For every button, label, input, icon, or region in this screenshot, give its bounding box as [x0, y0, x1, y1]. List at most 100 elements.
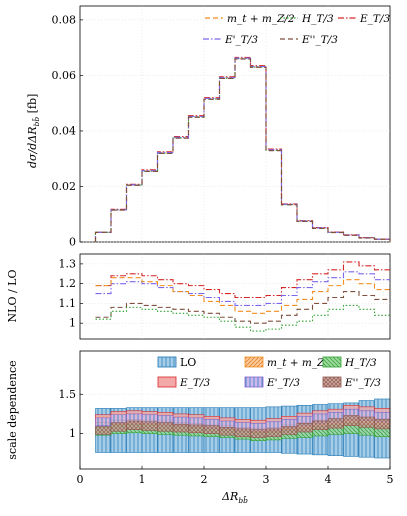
band-hatch — [281, 426, 297, 435]
legend-swatch-hatch — [245, 357, 263, 367]
series-line — [94, 58, 391, 242]
panel-scale-ylabel: scale dependence — [6, 360, 19, 459]
series-line — [94, 56, 391, 242]
band-hatch — [95, 417, 111, 426]
legend-swatch — [157, 376, 177, 388]
band-hatch — [111, 422, 127, 432]
band-hatch — [95, 426, 111, 435]
band-hatch — [374, 412, 390, 422]
band-hatch — [374, 419, 390, 429]
x-tick-label: 5 — [387, 473, 394, 486]
panel-scale-xticks: 0 1 2 3 4 5 — [77, 466, 394, 486]
band-hatch — [312, 426, 328, 436]
band-hatch — [126, 413, 142, 423]
band-hatch — [235, 422, 251, 431]
y-tick-label: 0.08 — [52, 13, 77, 26]
legend-label: E'_T/3 — [224, 34, 258, 46]
band-hatch — [343, 415, 359, 426]
y-tick-label: 1 — [69, 317, 76, 330]
band-hatch — [359, 410, 375, 421]
panel-cross-section: 0 0.02 0.04 0.06 0.08 dσ/dΔRbb̄ [fb] m_t + m… — [26, 5, 391, 249]
band-hatch — [281, 419, 297, 429]
band-hatch — [250, 423, 266, 432]
panel-cross-section-frame — [79, 5, 391, 243]
band-hatch — [297, 423, 313, 433]
legend-label: H_T/3 — [301, 13, 334, 25]
band-hatch — [204, 419, 220, 429]
band-hatch — [126, 421, 142, 430]
x-tick-label: 0 — [77, 473, 84, 486]
band-hatch — [328, 424, 344, 435]
legend-label: E''_T/3 — [344, 377, 381, 389]
y-tick-label: 1 — [69, 427, 76, 440]
y-tick-label: 0.02 — [52, 180, 77, 193]
band-hatch — [235, 428, 251, 437]
legend-swatch-hatch — [323, 357, 341, 367]
y-tick-label: 1.5 — [59, 388, 77, 401]
panel-scale-legend: LO m_t + m_Z/2 H_T/3 E_T/3 E'_T/3 E''_T/3 — [157, 356, 381, 389]
band-hatch — [343, 409, 359, 420]
legend-label: LO — [180, 356, 196, 369]
legend-label: E''_T/3 — [301, 34, 338, 46]
legend-label: m_t + m_Z/2 — [227, 13, 295, 25]
x-tick-label: 3 — [263, 473, 270, 486]
band-hatch — [328, 418, 344, 429]
band-hatch — [266, 421, 282, 431]
x-tick-label: 4 — [325, 473, 332, 486]
band-hatch — [374, 426, 390, 437]
series-line — [95, 271, 390, 306]
series-line — [95, 277, 390, 314]
y-tick-label: 1.2 — [59, 277, 77, 290]
series-line — [94, 57, 391, 242]
series-line — [95, 304, 390, 332]
panel-cross-section-lines — [94, 56, 391, 242]
x-tick-label: 2 — [201, 473, 208, 486]
panel-scale-yticks: 11.5 — [59, 388, 83, 440]
band-hatch — [312, 421, 328, 430]
band-hatch — [142, 421, 158, 431]
band-hatch — [250, 429, 266, 438]
panel-scale-xlabel: ΔRbb̄ — [221, 490, 248, 505]
band-hatch — [173, 424, 189, 433]
legend-label: E'_T/3 — [266, 377, 300, 389]
band-hatch — [219, 421, 235, 429]
legend-label: E_T/3 — [359, 13, 390, 25]
band-hatch — [111, 414, 127, 424]
band-hatch — [188, 417, 204, 427]
legend-label: H_T/3 — [344, 357, 377, 369]
panel-ratio-frame — [79, 253, 391, 340]
panel-ratio-ylabel: NLO / LO — [6, 270, 19, 323]
panel-scale-bands — [95, 398, 391, 459]
panel-ratio: 1 1.1 1.2 1.3 NLO / LO — [6, 253, 391, 340]
legend-label: m_t + m_Z/2 — [267, 357, 335, 369]
band-hatch — [359, 417, 375, 428]
series-line — [95, 261, 390, 299]
band-hatch — [173, 417, 189, 426]
band-hatch — [142, 414, 158, 424]
band-hatch — [297, 428, 313, 438]
legend-label: E_T/3 — [179, 377, 210, 389]
band-hatch — [297, 416, 313, 426]
series-line — [94, 58, 391, 242]
band-hatch — [328, 412, 344, 422]
panel-ratio-yticks: 1 1.1 1.2 1.3 — [59, 257, 83, 330]
legend-swatch-hatch — [158, 357, 176, 367]
panel-ratio-lines — [95, 261, 390, 332]
band-hatch — [359, 424, 375, 436]
legend-swatch-hatch — [323, 377, 341, 387]
x-tick-label: 1 — [139, 473, 146, 486]
y-tick-label: 1.1 — [59, 297, 77, 310]
band-hatch — [219, 427, 235, 436]
y-tick-label: 0 — [69, 236, 76, 249]
band-hatch — [188, 424, 204, 433]
y-tick-label: 0.04 — [52, 124, 77, 137]
panel-cross-section-legend: m_t + m_Z/2 H_T/3 E_T/3 E'_T/3 E''_T/3 — [203, 13, 390, 46]
band-hatch — [343, 423, 359, 434]
band-hatch — [157, 422, 173, 432]
y-tick-label: 1.3 — [59, 257, 77, 270]
legend-swatch-hatch — [245, 377, 263, 387]
panel-cross-section-ylabel: dσ/dΔRbb̄ [fb] — [26, 94, 41, 168]
panel-scale-frame — [79, 350, 391, 470]
